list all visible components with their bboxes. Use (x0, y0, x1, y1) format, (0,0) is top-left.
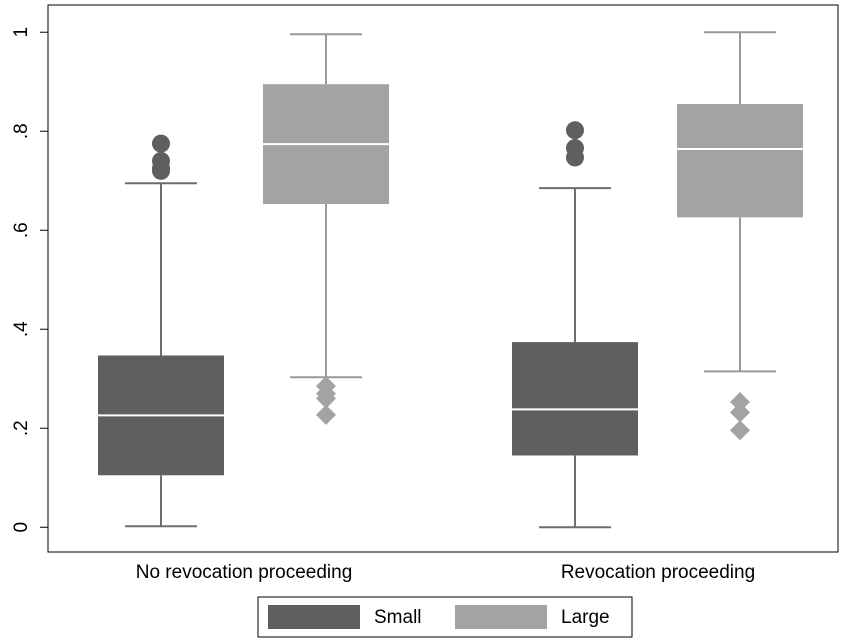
y-tick-label: 1 (11, 27, 32, 38)
y-tick-label: 0 (11, 522, 32, 533)
outlier (730, 392, 750, 413)
legend-label: Small (374, 607, 422, 628)
legend-swatch (455, 605, 547, 629)
plot-frame (47, 4, 839, 553)
outlier (316, 404, 336, 425)
y-tick-label: .8 (11, 123, 32, 139)
x-tick-label: Revocation proceeding (561, 562, 755, 583)
outlier (152, 134, 170, 153)
x-tick-label: No revocation proceeding (136, 562, 353, 583)
outlier (566, 148, 584, 167)
outlier (730, 402, 750, 423)
outlier (566, 121, 584, 140)
outlier (152, 161, 170, 180)
outlier (730, 420, 750, 441)
y-tick-label: .6 (11, 222, 32, 238)
box (677, 104, 803, 218)
outlier (316, 388, 336, 409)
legend-frame (257, 596, 633, 638)
legend-swatch (268, 605, 360, 629)
y-tick-label: .4 (11, 321, 32, 337)
box (512, 342, 638, 456)
legend-label: Large (561, 607, 610, 628)
y-tick-label: .2 (11, 420, 32, 436)
